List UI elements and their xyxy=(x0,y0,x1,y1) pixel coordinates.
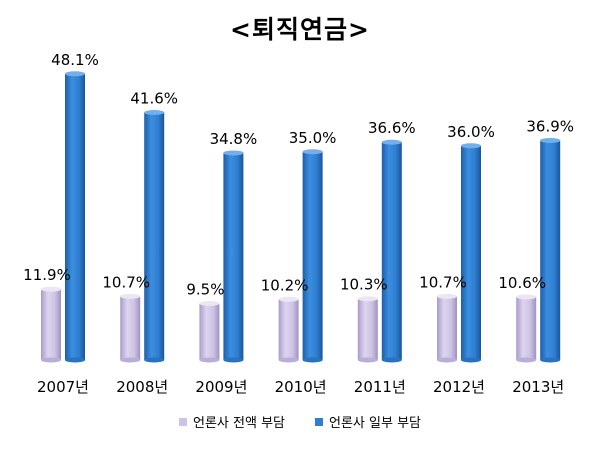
bar-series-1-4 xyxy=(381,139,402,363)
x-tick-label-4: 2011년 xyxy=(354,378,406,396)
legend-label-series-0: 언론사 전액 부담 xyxy=(193,416,285,431)
legend-item-series-0: 언론사 전액 부담 xyxy=(179,412,285,431)
legend: 언론사 전액 부담 언론사 일부 부담 xyxy=(0,412,600,431)
x-tick-label-1: 2008년 xyxy=(116,378,168,396)
x-tick-label-6: 2013년 xyxy=(512,378,564,396)
bar-series-1-6 xyxy=(540,137,561,363)
bar-series-0-4 xyxy=(357,296,378,363)
data-label-series-0-4: 10.3% xyxy=(340,276,388,294)
bar-series-0-2 xyxy=(199,300,220,363)
x-tick-label-5: 2012년 xyxy=(433,378,485,396)
bar-series-0-0 xyxy=(41,286,61,363)
data-label-series-0-3: 10.2% xyxy=(261,276,309,294)
data-label-series-1-4: 36.6% xyxy=(368,119,416,137)
legend-swatch-series-1 xyxy=(315,417,323,426)
x-tick-label-0: 2007년 xyxy=(37,378,89,396)
data-label-series-1-1: 41.6% xyxy=(130,89,178,107)
data-label-series-0-5: 10.7% xyxy=(419,273,467,291)
legend-item-series-1: 언론사 일부 부담 xyxy=(315,412,421,431)
bar-series-0-5 xyxy=(437,293,457,363)
bar-series-0-3 xyxy=(278,296,299,363)
bar-series-1-0 xyxy=(65,71,85,363)
bar-series-1-2 xyxy=(223,150,244,363)
bar-series-1-1 xyxy=(144,109,165,363)
chart-title: <퇴직연금> xyxy=(230,15,370,44)
x-tick-label-3: 2010년 xyxy=(275,378,327,396)
bar-series-0-6 xyxy=(516,294,537,363)
x-tick-label-2: 2009년 xyxy=(195,378,247,396)
data-label-series-0-0: 11.9% xyxy=(23,266,71,284)
data-label-series-1-2: 34.8% xyxy=(210,130,258,148)
data-label-series-1-5: 36.0% xyxy=(447,123,495,141)
bar-series-1-5 xyxy=(461,143,481,363)
data-label-series-0-2: 9.5% xyxy=(186,280,224,298)
legend-swatch-series-0 xyxy=(179,417,187,426)
data-label-series-0-6: 10.6% xyxy=(498,274,546,292)
data-label-series-1-3: 35.0% xyxy=(289,129,337,147)
bar-series-0-1 xyxy=(120,293,141,363)
data-label-series-1-0: 48.1% xyxy=(51,51,99,69)
legend-label-series-1: 언론사 일부 부담 xyxy=(329,416,421,431)
data-label-series-0-1: 10.7% xyxy=(102,273,150,291)
data-label-series-1-6: 36.9% xyxy=(526,117,574,135)
bar-series-1-3 xyxy=(302,149,323,363)
